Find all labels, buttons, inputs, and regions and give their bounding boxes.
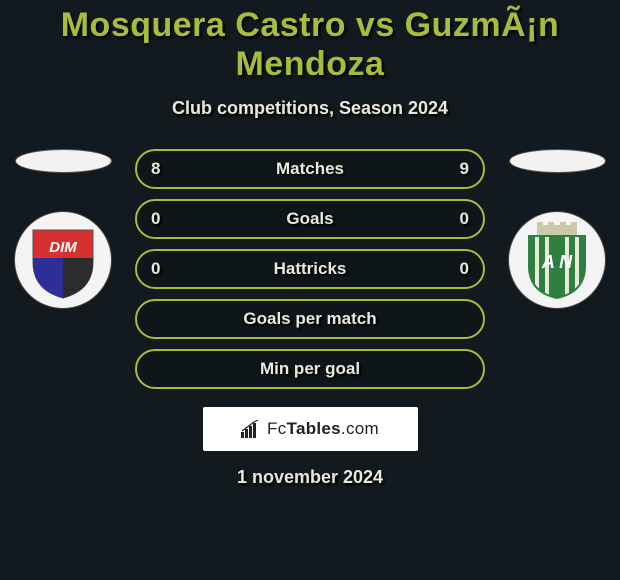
stat-left-value: 0 <box>151 201 160 237</box>
stat-left-value: 0 <box>151 251 160 287</box>
stat-label: Goals per match <box>243 309 376 329</box>
stat-row: 0 Goals 0 <box>135 199 485 239</box>
infographic-root: Mosquera Castro vs GuzmÃ¡n Mendoza Club … <box>0 0 620 580</box>
left-crest-text: DIM <box>49 239 77 256</box>
stat-right-value: 0 <box>460 251 469 287</box>
main-layout: DIM 8 Matches 9 0 Goals 0 0 Hattricks 0 Goals per… <box>0 149 620 399</box>
left-flag-oval <box>15 149 112 173</box>
bars-icon <box>241 420 261 438</box>
stat-left-value: 8 <box>151 151 160 187</box>
watermark-suffix: .com <box>341 419 379 438</box>
stat-label: Matches <box>276 159 344 179</box>
stat-label: Goals <box>286 209 333 229</box>
right-flag-oval <box>509 149 606 173</box>
page-title: Mosquera Castro vs GuzmÃ¡n Mendoza <box>0 0 620 84</box>
stats-column: 8 Matches 9 0 Goals 0 0 Hattricks 0 Goals per mat… <box>135 149 485 399</box>
watermark-prefix: Fc <box>267 419 286 438</box>
stat-right-value: 9 <box>460 151 469 187</box>
an-shield-icon: A N <box>517 220 597 300</box>
right-team-crest: A N <box>508 211 606 309</box>
left-team-crest: DIM <box>14 211 112 309</box>
date-text: 1 november 2024 <box>0 467 620 488</box>
left-side: DIM <box>8 149 118 309</box>
stat-row: Min per goal <box>135 349 485 389</box>
watermark-text: FcTables.com <box>267 419 379 439</box>
page-subtitle: Club competitions, Season 2024 <box>0 98 620 119</box>
stat-row: 8 Matches 9 <box>135 149 485 189</box>
stat-row: Goals per match <box>135 299 485 339</box>
stat-label: Hattricks <box>274 259 347 279</box>
watermark-bold: Tables <box>287 419 341 438</box>
dim-shield-icon: DIM <box>23 220 103 300</box>
right-side: A N <box>502 149 612 309</box>
stat-right-value: 0 <box>460 201 469 237</box>
watermark-badge: FcTables.com <box>203 407 418 451</box>
right-crest-text: A N <box>541 252 573 272</box>
stat-row: 0 Hattricks 0 <box>135 249 485 289</box>
stat-label: Min per goal <box>260 359 360 379</box>
